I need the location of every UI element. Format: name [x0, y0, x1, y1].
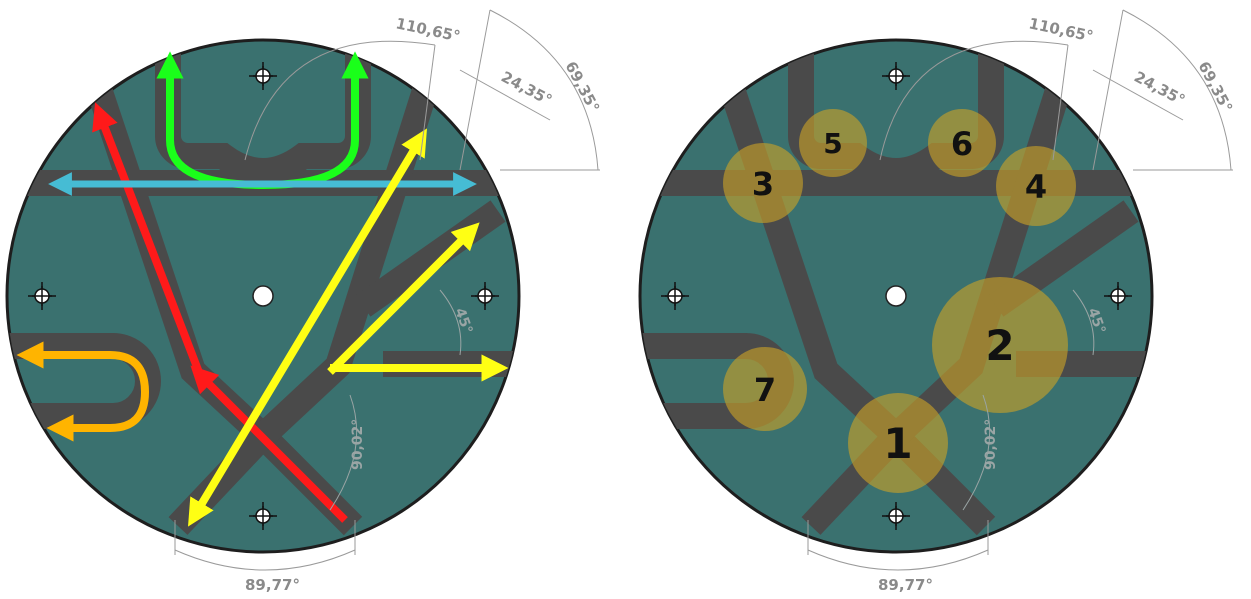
dim-angle-top-left: 110,65°: [394, 14, 462, 45]
marker-2-label: 2: [985, 321, 1014, 370]
center-hole-right: [885, 285, 907, 307]
marker-2: 2: [932, 277, 1068, 413]
dim-angle-mid-right: 24,35°: [1131, 68, 1188, 110]
dimensions-right: [807, 9, 1233, 571]
dim-angle-right-right: 69,35°: [1194, 58, 1236, 115]
dim-angle-lower-right: 90,02°: [983, 419, 999, 470]
marker-4: 4: [996, 146, 1076, 226]
marker-5-label: 5: [823, 127, 842, 160]
marker-3: 3: [723, 143, 803, 223]
arrow-yellow-main: [188, 128, 427, 527]
dimensions-left: [174, 9, 600, 571]
dim-angle-lower-left: 90,02°: [350, 419, 366, 470]
marker-1: 1: [848, 393, 948, 493]
marker-4-label: 4: [1025, 168, 1047, 206]
right-plate: 1 2 3 4 5 6 7: [638, 9, 1236, 594]
dim-angle-mid-left: 24,35°: [498, 68, 555, 110]
left-plate: 110,65° 24,35° 69,35° 45° 90,02° 89,77°: [5, 9, 603, 594]
marker-6-label: 6: [951, 125, 973, 163]
arrow-orange: [16, 341, 150, 442]
arrow-red-upper: [92, 102, 204, 377]
marker-6: 6: [928, 109, 996, 177]
center-hole-left: [252, 285, 274, 307]
dim-angle-top-right: 110,65°: [1027, 14, 1095, 45]
marker-5: 5: [799, 109, 867, 177]
marker-3-label: 3: [752, 165, 774, 203]
arrow-yellow-upper: [327, 222, 480, 375]
marker-7-label: 7: [754, 371, 776, 409]
dim-angle-bottom-right: 89,77°: [878, 576, 933, 594]
dim-angle-bottom-left: 89,77°: [245, 576, 300, 594]
marker-7: 7: [723, 347, 807, 431]
marker-1-label: 1: [883, 419, 912, 468]
dim-angle-right-left: 69,35°: [561, 58, 603, 115]
